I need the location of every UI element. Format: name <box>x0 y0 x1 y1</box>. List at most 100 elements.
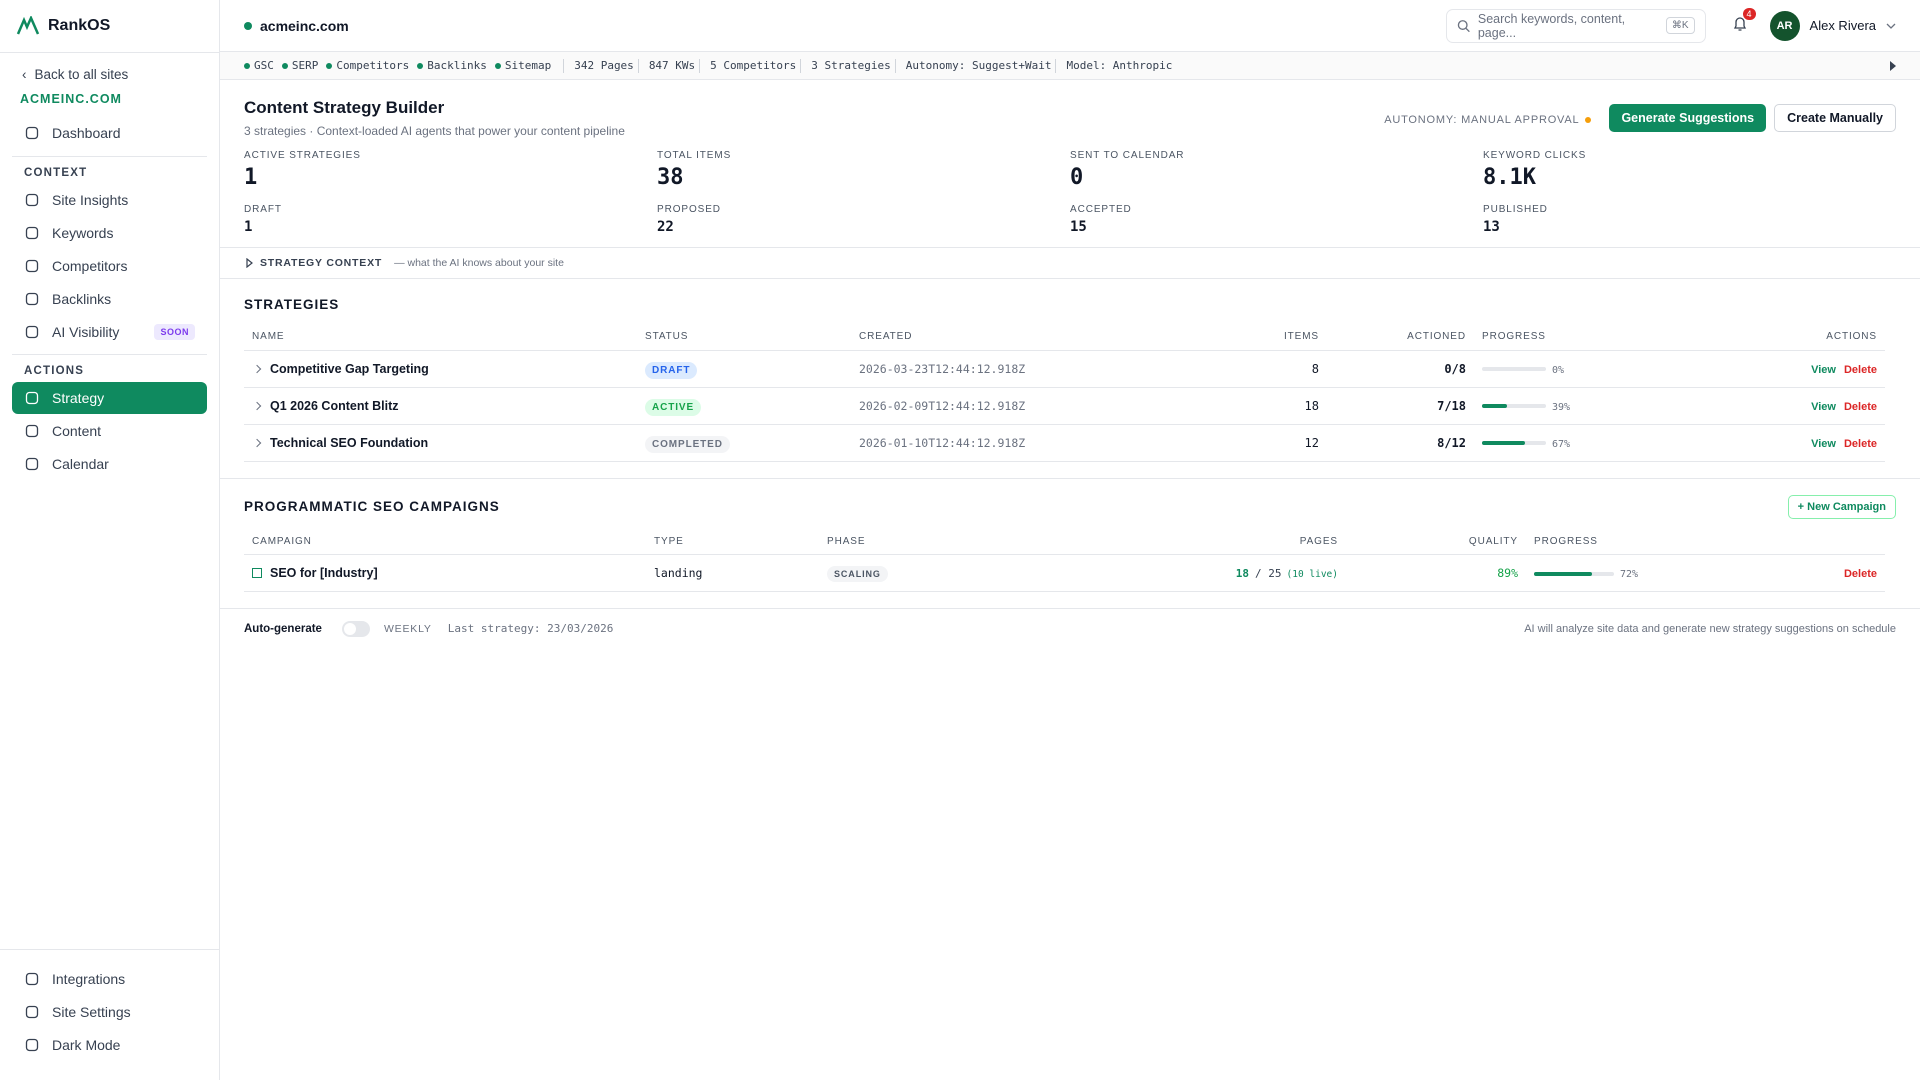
column-header: ITEMS <box>1217 324 1327 350</box>
source-name: SERP <box>292 59 319 72</box>
strategy-row[interactable]: Technical SEO FoundationCOMPLETED2026-01… <box>244 424 1885 461</box>
nav-item[interactable]: Strategy <box>12 382 207 414</box>
stat: SENT TO CALENDAR0 <box>1070 150 1483 204</box>
auto-generate-toggle[interactable] <box>342 621 370 637</box>
strategy-context[interactable]: STRATEGY CONTEXT — what the AI knows abo… <box>220 247 1920 279</box>
column-header: QUALITY <box>1346 529 1526 555</box>
nav-item[interactable]: Competitors <box>12 250 207 282</box>
search[interactable]: Search keywords, content, page... ⌘K <box>1446 9 1706 43</box>
separator <box>1055 59 1056 73</box>
strategy-name: Q1 2026 Content Blitz <box>270 399 399 413</box>
expand-caret[interactable] <box>253 401 261 409</box>
source-dot <box>417 63 423 69</box>
nav-label: Calendar <box>52 456 109 472</box>
nav-bottom: Integrations Site Settings Dark Mode <box>0 949 219 1080</box>
progress-fill <box>1482 441 1525 445</box>
actioned: 0/8 <box>1327 350 1474 387</box>
expand-caret[interactable] <box>253 364 261 372</box>
nav-icon <box>24 225 40 241</box>
actions: Delete <box>1732 555 1885 592</box>
site-name: acmeinc.com <box>260 18 349 34</box>
autonomy-text: AUTONOMY: MANUAL APPROVAL <box>1384 114 1579 126</box>
sub-stats: DRAFT1PROPOSED22ACCEPTED15PUBLISHED13 <box>244 204 1896 247</box>
nav-item[interactable]: AI VisibilitySOON <box>12 316 207 348</box>
campaign-row[interactable]: SEO for [Industry]landingSCALING18/ 25(1… <box>244 555 1885 592</box>
nav-item[interactable]: Calendar <box>12 448 207 480</box>
strategy-row[interactable]: Q1 2026 Content Blitz ACTIVE2026-02-09T12… <box>244 387 1885 424</box>
count: 342 Pages <box>574 59 634 72</box>
separator <box>638 59 639 73</box>
auto-generate-label: Auto-generate <box>244 623 322 635</box>
strategy-row[interactable]: Competitive Gap TargetingDRAFT2026-03-23… <box>244 350 1885 387</box>
created: 2026-02-09T12:44:12.918Z <box>851 387 1217 424</box>
view-link[interactable]: View <box>1811 438 1836 450</box>
phase-cell: SCALING <box>819 555 1095 592</box>
delete-link[interactable]: Delete <box>1844 438 1877 450</box>
nav-badge: SOON <box>154 324 195 340</box>
progress-label: 0% <box>1552 365 1564 376</box>
nav-item[interactable]: Content <box>12 415 207 447</box>
title-bar: Content Strategy Builder 3 strategies · … <box>244 80 1896 138</box>
nav-item[interactable]: Site Settings <box>12 996 207 1028</box>
nav-icon <box>24 456 40 472</box>
stats: ACTIVE STRATEGIES1TOTAL ITEMS38SENT TO C… <box>244 150 1896 204</box>
nav-icon <box>24 125 40 141</box>
progress-track <box>1482 367 1546 371</box>
actioned: 7/18 <box>1327 387 1474 424</box>
site-dot <box>244 22 252 30</box>
nav-item[interactable]: Site Insights <box>12 184 207 216</box>
nav-label: Site Settings <box>52 1004 131 1020</box>
expand-caret[interactable] <box>253 438 261 446</box>
column-header: PROGRESS <box>1474 324 1707 350</box>
status-pill: COMPLETED <box>645 436 730 453</box>
pages-cell: 18/ 25(10 live) <box>1095 555 1346 592</box>
sidebar: RankOS ‹Back to all sites ACMEINC.COM Da… <box>0 0 220 1080</box>
search-placeholder: Search keywords, content, page... <box>1478 12 1658 40</box>
nav-item[interactable]: Dashboard <box>12 117 207 149</box>
source: Competitors <box>326 59 409 72</box>
stat-value: 0 <box>1070 165 1483 190</box>
nav-label: Strategy <box>52 390 104 406</box>
last-strategy: Last strategy: 23/03/2026 <box>448 622 614 635</box>
nav-item[interactable]: Dark Mode <box>12 1029 207 1061</box>
create-button[interactable]: Create Manually <box>1774 104 1896 132</box>
new-campaign-button[interactable]: + New Campaign <box>1788 495 1896 519</box>
delete-link[interactable]: Delete <box>1844 364 1877 376</box>
actions: View Delete <box>1707 424 1885 461</box>
progress-cell: 72% <box>1526 555 1732 592</box>
source-dot <box>495 63 501 69</box>
generate-button[interactable]: Generate Suggestions <box>1609 104 1766 132</box>
delete-link[interactable]: Delete <box>1844 401 1877 413</box>
nav-top: Dashboard <box>0 116 219 150</box>
notifications[interactable]: 4 <box>1732 16 1748 35</box>
back-text: Back to all sites <box>35 67 129 82</box>
stat-value: 13 <box>1483 219 1896 235</box>
nav-item[interactable]: Backlinks <box>12 283 207 315</box>
name-cell: Q1 2026 Content Blitz <box>244 387 637 424</box>
column-header: ACTIONS <box>1707 324 1885 350</box>
nav-item[interactable]: Keywords <box>12 217 207 249</box>
brand: RankOS <box>0 0 219 53</box>
frequency[interactable]: WEEKLY <box>384 623 432 635</box>
stat: PROPOSED22 <box>657 204 1070 247</box>
user-name[interactable]: Alex Rivera <box>1810 18 1876 33</box>
separator <box>563 59 564 73</box>
stat-label: TOTAL ITEMS <box>657 150 1070 161</box>
back-link[interactable]: ‹Back to all sites <box>22 67 219 82</box>
nav-sections: CONTEXTSite InsightsKeywordsCompetitorsB… <box>0 150 219 481</box>
nav-item[interactable]: Integrations <box>12 963 207 995</box>
nav-label: Backlinks <box>52 291 111 307</box>
campaigns-head: CAMPAIGNTYPEPHASEPAGESQUALITYPROGRESS <box>244 529 1885 555</box>
avatar[interactable]: AR <box>1770 11 1800 41</box>
separator <box>800 59 801 73</box>
status-cell: ACTIVE <box>637 387 851 424</box>
source-dot <box>326 63 332 69</box>
page-subtitle: 3 strategies · Context-loaded AI agents … <box>244 124 625 138</box>
nav-icon <box>24 258 40 274</box>
delete-link[interactable]: Delete <box>1844 568 1877 580</box>
status-toggle[interactable] <box>1890 61 1896 71</box>
column-header: CAMPAIGN <box>244 529 646 555</box>
view-link[interactable]: View <box>1811 364 1836 376</box>
view-link[interactable]: View <box>1811 401 1836 413</box>
progress-label: 67% <box>1552 439 1570 450</box>
